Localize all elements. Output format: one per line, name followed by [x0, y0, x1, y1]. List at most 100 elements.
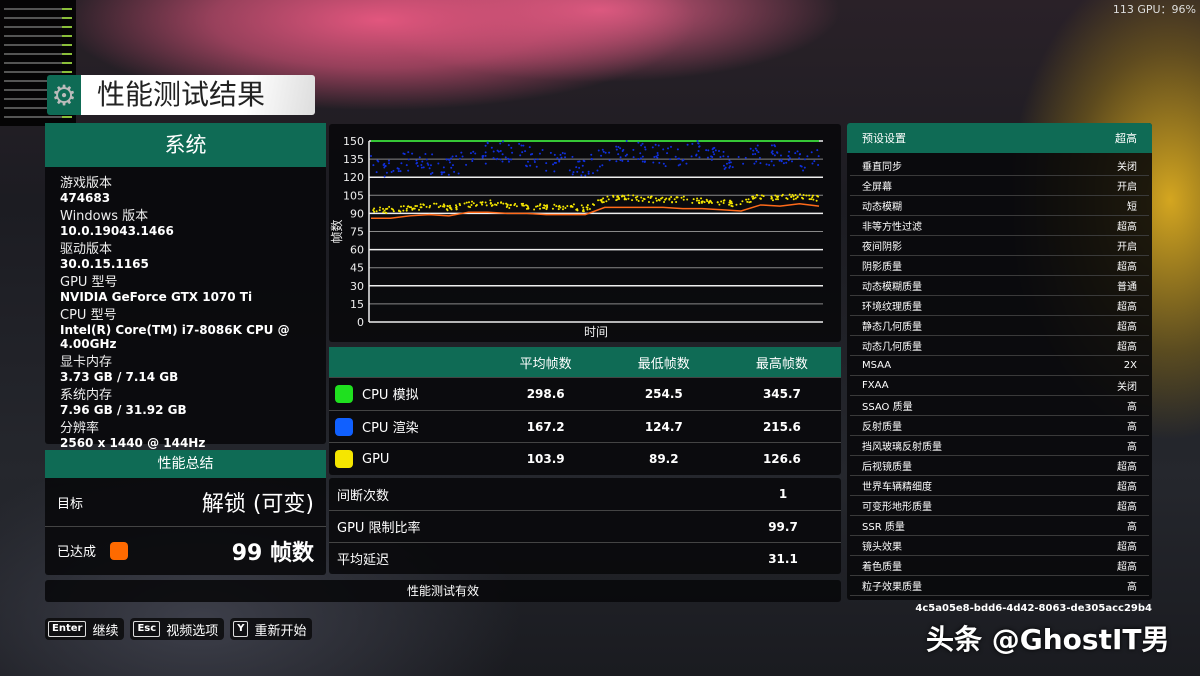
series-point [790, 195, 793, 198]
setting-value: 超高 [1117, 542, 1137, 553]
series-point [499, 142, 502, 145]
overlay-row [4, 44, 72, 46]
y-tick-label: 120 [343, 171, 364, 184]
series-point [524, 150, 527, 153]
stat-value: 99.7 [768, 519, 798, 534]
series-point [710, 202, 713, 205]
series-point [643, 146, 646, 149]
series-point [612, 194, 615, 197]
series-point [711, 155, 714, 158]
series-point [682, 198, 685, 201]
series-point [713, 146, 716, 149]
series-point [786, 198, 789, 201]
setting-row: 粒子效果质量 高 [850, 576, 1149, 596]
y-button[interactable]: Y 重新开始 [230, 618, 313, 640]
series-point [495, 158, 498, 161]
series-point [593, 204, 596, 207]
esc-button[interactable]: Esc 视频选项 [130, 618, 225, 640]
series-point [533, 158, 536, 161]
series-point [522, 202, 525, 205]
system-header: 系统 [45, 123, 326, 167]
series-point [709, 199, 712, 202]
y-axis-label: 帧数 [329, 219, 344, 243]
series-point [507, 144, 510, 147]
series-point [527, 207, 530, 210]
series-point [448, 161, 451, 164]
enter-button[interactable]: Enter 继续 [45, 618, 125, 640]
series-point [448, 158, 451, 161]
series-point [634, 196, 637, 199]
series-point [711, 148, 714, 151]
series-point [803, 166, 806, 169]
series-point [501, 160, 504, 163]
watermark: 头条 @GhostIT男 [926, 623, 1170, 656]
series-point [555, 205, 558, 208]
series-point [437, 162, 440, 165]
series-point [443, 205, 446, 208]
fps-chart-svg: 0 15 30 45 60 75 90 105 120 135 150 时间 帧数 [329, 135, 823, 339]
series-point [521, 151, 524, 154]
series-point [728, 159, 731, 162]
series-point [597, 199, 600, 202]
series-point [722, 202, 725, 205]
series-point [463, 202, 466, 205]
series-point [587, 172, 590, 175]
series-point [662, 162, 665, 165]
setting-row: 挡风玻璃反射质量 高 [850, 436, 1149, 456]
series-point [803, 158, 806, 161]
series-point [437, 206, 440, 209]
series-point [673, 198, 676, 201]
series-point [731, 166, 734, 169]
series-point [722, 164, 725, 167]
y-tick-label: 30 [350, 280, 364, 293]
series-point [545, 169, 548, 172]
series-point [671, 200, 674, 203]
series-point [382, 207, 385, 210]
series-point [775, 198, 778, 201]
button-label: 重新开始 [254, 623, 307, 639]
series-point [497, 150, 500, 153]
series-point [384, 211, 387, 214]
stat-label: GPU 限制比率 [337, 521, 421, 536]
series-point [588, 207, 591, 210]
series-point [817, 155, 820, 158]
series-point [729, 202, 732, 205]
stat-value: 31.1 [768, 551, 798, 566]
series-point [397, 170, 400, 173]
series-point [719, 156, 722, 159]
setting-row: 全屏幕 开启 [850, 176, 1149, 196]
series-point [713, 153, 716, 156]
series-point [533, 208, 536, 211]
series-point [706, 200, 709, 203]
series-point [759, 162, 762, 165]
setting-value: 高 [1127, 402, 1137, 413]
setting-row: 环境纹理质量 超高 [850, 296, 1149, 316]
series-point [655, 155, 658, 158]
series-point [581, 164, 584, 167]
setting-value: 超高 [1117, 502, 1137, 513]
setting-row: MSAA 2X [850, 356, 1149, 376]
series-point [387, 162, 390, 165]
series-point [759, 197, 762, 200]
series-point [729, 165, 732, 168]
y-tick-label: 75 [350, 226, 364, 239]
series-point [531, 152, 534, 155]
series-point [707, 149, 710, 152]
series-point [556, 157, 559, 160]
series-point [428, 206, 431, 209]
series-point [701, 200, 704, 203]
series-point [499, 158, 502, 161]
series-point [627, 160, 630, 163]
series-point [407, 158, 410, 161]
series-point [418, 208, 421, 211]
series-point [624, 154, 627, 157]
series-point [686, 198, 689, 201]
series-point [586, 204, 589, 207]
series-point [771, 199, 774, 202]
series-point [752, 149, 755, 152]
setting-label: 可变形地形质量 [862, 502, 932, 513]
series-point [469, 206, 472, 209]
achieved-label: 已达成 [57, 545, 97, 560]
setting-value: 超高 [1117, 342, 1137, 353]
x-axis-label: 时间 [584, 325, 608, 339]
